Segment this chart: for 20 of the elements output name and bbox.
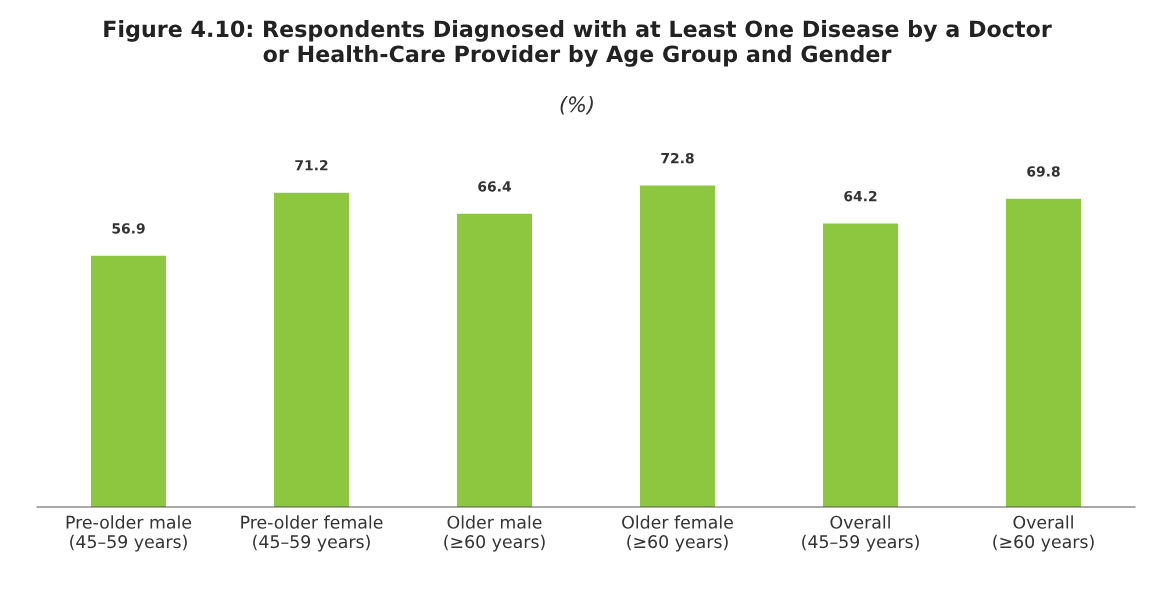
x-tick-label: Pre-older female (45–59 years) bbox=[241, 515, 383, 552]
bar bbox=[456, 213, 533, 507]
x-tick-label: Older male (≥60 years) bbox=[444, 515, 545, 552]
bar bbox=[273, 192, 350, 507]
data-label: 66.4 bbox=[478, 181, 511, 192]
data-label: 56.9 bbox=[112, 223, 145, 234]
data-label: 72.8 bbox=[661, 152, 694, 164]
data-label: 64.2 bbox=[844, 190, 877, 202]
data-label: 71.2 bbox=[295, 159, 328, 171]
x-tick-label: Overall (≥60 years) bbox=[993, 515, 1094, 552]
bar bbox=[90, 255, 167, 507]
chart-subtitle: (%) bbox=[560, 96, 593, 115]
bar bbox=[822, 223, 899, 507]
chart-title: Figure 4.10: Respondents Diagnosed with at Least One Disease by a Doctor or Health-Care Provider by Age Group and Gender bbox=[104, 20, 1052, 67]
data-label: 69.8 bbox=[1027, 166, 1060, 177]
x-tick-label: Overall (45–59 years) bbox=[802, 515, 919, 552]
x-tick-label: Pre-older male (45–59 years) bbox=[66, 515, 192, 552]
x-tick-label: Older female (≥60 years) bbox=[622, 515, 733, 552]
bar bbox=[1005, 198, 1082, 507]
bar bbox=[639, 185, 716, 507]
